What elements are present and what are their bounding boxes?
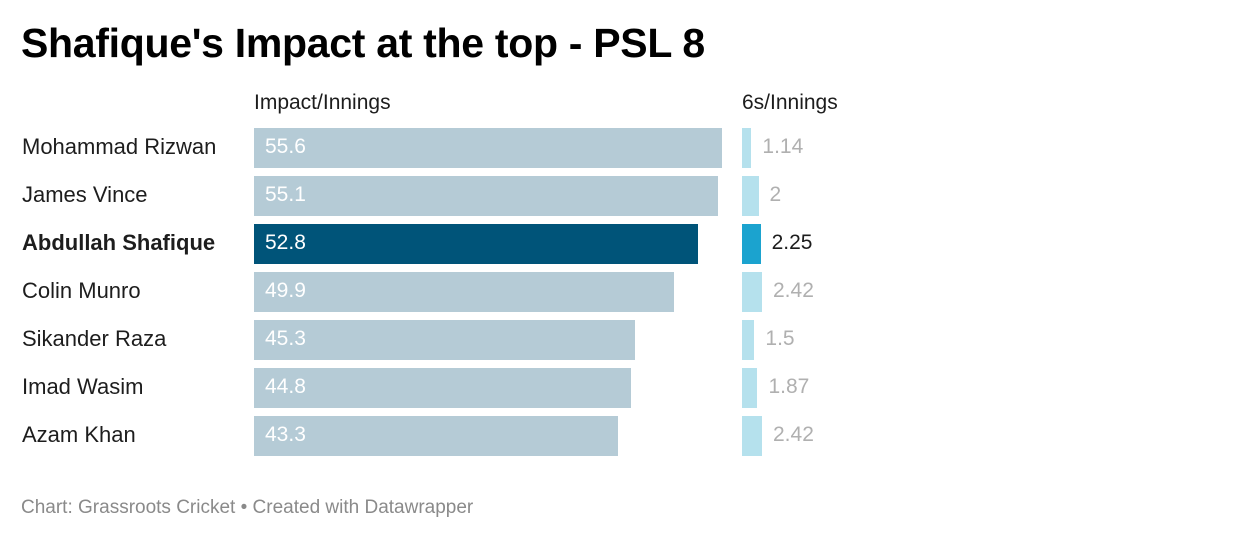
impact-value-label: 44.8	[265, 375, 306, 398]
sixes-value-label: 1.87	[768, 375, 810, 398]
sixes-bar	[742, 416, 762, 456]
category-label: Imad Wasim	[22, 374, 144, 399]
impact-value-label: 52.8	[265, 231, 306, 254]
chart-row: Colin Munro 49.9 2.42	[0, 272, 1240, 312]
impact-bar	[254, 272, 675, 312]
sixes-value-label: 2.42	[773, 279, 814, 302]
impact-value-label: 45.3	[265, 327, 306, 350]
impact-bar	[254, 368, 632, 408]
impact-value-label: 49.9	[265, 279, 306, 302]
sixes-bar	[742, 320, 755, 360]
category-label: James Vince	[22, 182, 148, 207]
sixes-value-label: 1.5	[765, 327, 795, 350]
impact-bar	[254, 128, 722, 168]
impact-value-label: 43.3	[265, 423, 306, 446]
chart-row: James Vince 55.1 2	[0, 176, 1240, 216]
sixes-bar	[742, 176, 759, 216]
chart-title: Shafique's Impact at the top - PSL 8	[21, 20, 705, 66]
sixes-bar	[742, 272, 762, 312]
sixes-value-label: 2.25	[771, 231, 813, 254]
sixes-bar	[742, 128, 752, 168]
sixes-column-header: 6s/Innings	[742, 91, 838, 114]
sixes-bar	[742, 224, 761, 264]
category-label: Sikander Raza	[22, 326, 167, 351]
sixes-value-label: 1.14	[762, 135, 804, 158]
chart-row: Imad Wasim 44.8 1.87	[0, 368, 1240, 408]
chart-row: Mohammad Rizwan 55.6 1.14	[0, 128, 1240, 168]
category-label: Colin Munro	[22, 278, 141, 303]
impact-value-label: 55.1	[265, 183, 306, 206]
category-label: Abdullah Shafique	[22, 230, 216, 255]
chart-footer: Chart: Grassroots Cricket • Created with…	[21, 497, 474, 518]
sixes-value-label: 2	[769, 183, 782, 206]
chart-row: Azam Khan 43.3 2.42	[0, 416, 1240, 456]
impact-bar	[254, 224, 699, 264]
category-label: Azam Khan	[22, 422, 136, 447]
sixes-bar	[742, 368, 758, 408]
impact-value-label: 55.6	[265, 135, 306, 158]
impact-bar	[254, 320, 636, 360]
impact-bar	[254, 416, 619, 456]
category-label: Mohammad Rizwan	[22, 134, 217, 159]
sixes-value-label: 2.42	[773, 423, 814, 446]
impact-bar	[254, 176, 718, 216]
impact-column-header: Impact/Innings	[254, 91, 391, 114]
chart-row: Abdullah Shafique 52.8 2.25	[0, 224, 1240, 264]
chart-row: Sikander Raza 45.3 1.5	[0, 320, 1240, 360]
